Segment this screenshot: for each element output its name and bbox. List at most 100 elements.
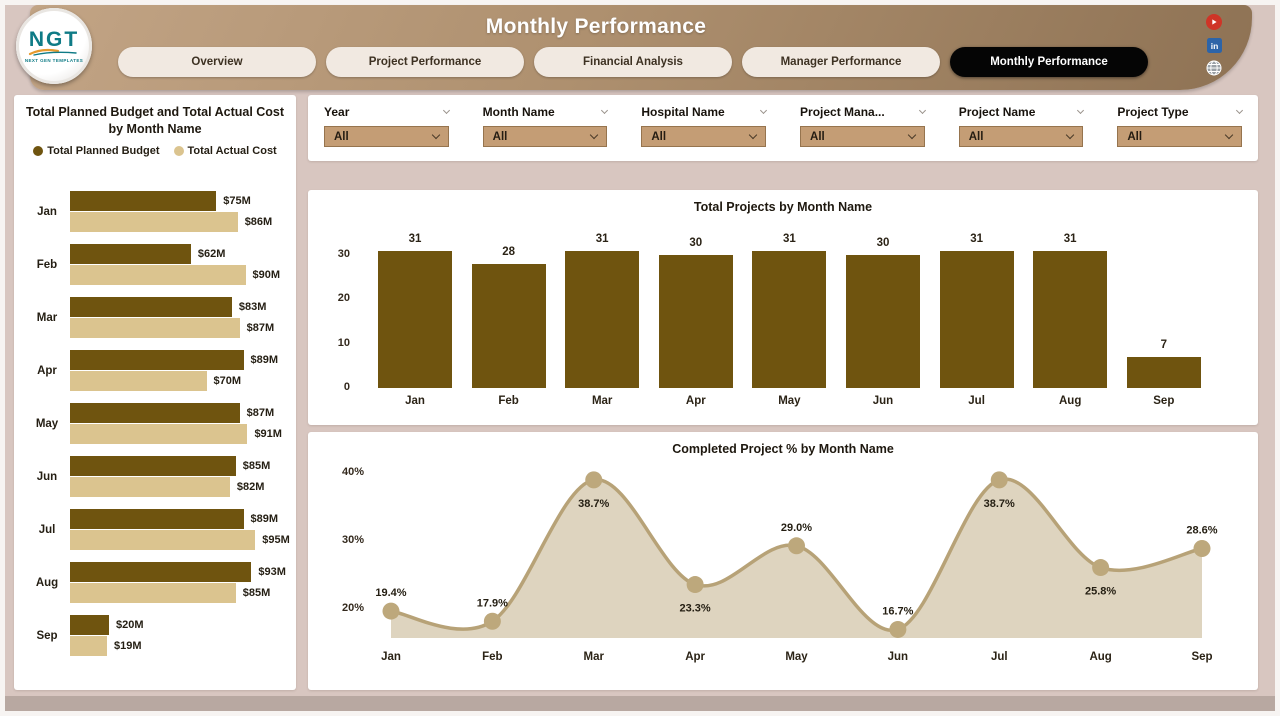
column-bar-aug[interactable] xyxy=(1033,250,1108,388)
planned-bar[interactable] xyxy=(70,562,252,582)
dashboard-canvas: Monthly Performance Overview Project Perf… xyxy=(5,5,1275,711)
actual-bar[interactable] xyxy=(70,530,256,550)
bar-group-aug: Aug $93M $85M xyxy=(14,562,296,604)
tab-manager-performance[interactable]: Manager Performance xyxy=(742,47,940,77)
actual-bar[interactable] xyxy=(70,265,246,285)
data-point-jun[interactable] xyxy=(889,620,907,638)
bar-group-sep: Sep $20M $19M xyxy=(14,615,296,657)
column-bar-jun[interactable] xyxy=(846,255,920,388)
tab-project-performance[interactable]: Project Performance xyxy=(326,47,524,77)
actual-bar[interactable] xyxy=(70,583,236,603)
data-point-jan[interactable] xyxy=(382,602,400,620)
legend-item-planned[interactable]: Total Planned Budget xyxy=(33,145,160,157)
data-point-apr[interactable] xyxy=(686,576,704,594)
filter-hospital-name: Hospital Name All xyxy=(641,104,768,151)
logo-swoosh-icon xyxy=(28,48,77,56)
actual-bar[interactable] xyxy=(70,212,238,232)
data-point-feb[interactable] xyxy=(483,612,501,630)
actual-bar[interactable] xyxy=(70,318,240,338)
category-label: May xyxy=(35,418,59,430)
x-axis-label: Jul xyxy=(968,395,985,407)
planned-value-label: $89M xyxy=(250,354,279,366)
actual-bar[interactable] xyxy=(70,371,207,391)
filter-dropdown-project-name[interactable]: All xyxy=(958,126,1084,147)
tab-financial-analysis[interactable]: Financial Analysis xyxy=(534,47,732,77)
linkedin-icon[interactable]: in xyxy=(1206,37,1222,53)
category-label: Sep xyxy=(36,630,58,642)
filter-label-row-hospital-name[interactable]: Hospital Name xyxy=(641,104,768,120)
budget-chart-legend: Total Planned Budget Total Actual Cost xyxy=(14,145,296,157)
column-bar-jan[interactable] xyxy=(378,250,452,388)
planned-value-label: $75M xyxy=(223,195,251,207)
x-axis-label: Apr xyxy=(685,651,705,663)
filter-dropdown-year[interactable]: All xyxy=(324,126,449,147)
actual-value-label: $87M xyxy=(246,322,275,334)
data-point-sep[interactable] xyxy=(1193,540,1211,558)
filter-label-project-type: Project Type xyxy=(1117,105,1189,119)
column-bar-jul[interactable] xyxy=(939,250,1014,388)
x-axis-label: May xyxy=(785,651,808,663)
filter-dropdown-project-type[interactable]: All xyxy=(1117,126,1243,147)
total-projects-title: Total Projects by Month Name xyxy=(693,200,873,214)
filter-dropdown-hospital-name[interactable]: All xyxy=(641,126,767,147)
data-point-aug[interactable] xyxy=(1092,559,1110,577)
chevron-down-icon xyxy=(1224,130,1234,140)
planned-value-label: $93M xyxy=(258,566,286,578)
planned-bar[interactable] xyxy=(70,509,244,529)
planned-value-label: $85M xyxy=(242,460,271,472)
x-axis-label: Jul xyxy=(991,651,1008,663)
filter-label-year: Year xyxy=(324,105,350,119)
filter-month-name: Month Name All xyxy=(482,104,609,151)
category-label: Mar xyxy=(36,312,58,324)
chevron-down-icon xyxy=(601,107,609,115)
filter-label-row-project-mana[interactable]: Project Mana... xyxy=(800,104,926,120)
planned-bar[interactable] xyxy=(70,456,236,476)
budget-chart-rows: Jan $75M $86M Feb $62M $90M Mar $83M $87M Apr $89M… xyxy=(14,183,296,690)
actual-bar[interactable] xyxy=(70,424,248,444)
y-axis-tick: 0 xyxy=(343,381,350,393)
x-axis-label: Apr xyxy=(685,395,706,407)
column-bar-may[interactable] xyxy=(752,250,827,388)
x-axis-label: May xyxy=(778,395,801,407)
actual-bar[interactable] xyxy=(70,636,108,656)
filter-label-row-month-name[interactable]: Month Name xyxy=(483,104,609,120)
filter-label-row-year[interactable]: Year xyxy=(324,104,450,120)
completed-pct-panel: Completed Project % by Month Name 20% 30%… xyxy=(308,432,1258,690)
actual-bar[interactable] xyxy=(70,477,230,497)
filter-project-type: Project Type All xyxy=(1117,104,1244,151)
filter-label-row-project-name[interactable]: Project Name xyxy=(959,104,1085,120)
y-axis-tick: 30 xyxy=(337,248,350,260)
planned-bar[interactable] xyxy=(70,244,191,264)
bar-group-jun: Jun $85M $82M xyxy=(14,456,296,498)
legend-item-actual[interactable]: Total Actual Cost xyxy=(173,145,277,157)
point-value-label: 28.6% xyxy=(1186,525,1217,537)
column-bar-mar[interactable] xyxy=(565,250,640,388)
youtube-icon[interactable] xyxy=(1206,14,1222,30)
column-value-label: 30 xyxy=(876,237,890,249)
column-bar-feb[interactable] xyxy=(471,263,546,388)
data-point-mar[interactable] xyxy=(585,471,603,489)
filter-label-row-project-type[interactable]: Project Type xyxy=(1117,104,1244,120)
globe-icon[interactable] xyxy=(1206,60,1222,76)
y-axis-tick: 20 xyxy=(337,292,350,305)
data-point-may[interactable] xyxy=(788,537,805,555)
planned-bar[interactable] xyxy=(70,615,109,635)
column-bar-sep[interactable] xyxy=(1126,356,1201,388)
planned-bar[interactable] xyxy=(70,297,232,317)
planned-bar[interactable] xyxy=(70,191,217,211)
column-value-label: 31 xyxy=(595,232,609,245)
tab-monthly-performance[interactable]: Monthly Performance xyxy=(950,47,1148,77)
x-axis-label: Sep xyxy=(1153,395,1175,407)
planned-bar[interactable] xyxy=(70,350,244,370)
social-links: in xyxy=(1206,14,1222,76)
filter-dropdown-month-name[interactable]: All xyxy=(482,126,608,147)
total-projects-plot: 0 10 20 30 31 Jan 28 Feb 31 Mar 30 Apr 31 May 30 Jun 31 J… xyxy=(308,190,1258,425)
planned-bar[interactable] xyxy=(70,403,240,423)
category-label: Jan xyxy=(37,206,57,218)
filter-dropdown-project-mana[interactable]: All xyxy=(800,126,925,147)
tab-overview[interactable]: Overview xyxy=(118,47,316,77)
column-bar-apr[interactable] xyxy=(658,255,733,388)
data-point-jul[interactable] xyxy=(990,471,1008,489)
x-axis-label: Feb xyxy=(498,395,519,407)
y-axis-tick: 10 xyxy=(337,336,350,349)
